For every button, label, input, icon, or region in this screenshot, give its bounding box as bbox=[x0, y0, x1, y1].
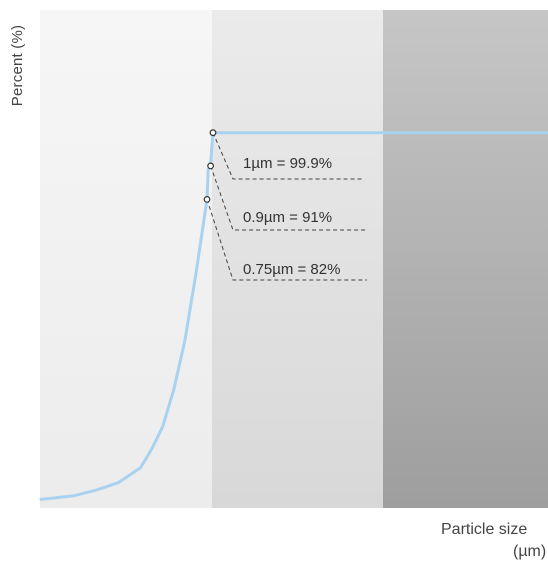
x-axis-label-text: Particle size bbox=[441, 521, 528, 538]
y-axis-label: Percent (%) bbox=[9, 24, 27, 106]
annotation-label: 0.75µm = 82% bbox=[243, 261, 340, 278]
annotation-label: 0.9µm = 91% bbox=[243, 209, 332, 226]
plot-band-1 bbox=[40, 10, 212, 508]
data-point-marker bbox=[209, 129, 217, 137]
annotation-leader bbox=[210, 165, 366, 231]
x-axis-unit: (µm) bbox=[513, 543, 547, 560]
annotation-leader bbox=[212, 132, 363, 180]
x-axis-label: Particle size (µm) bbox=[441, 519, 546, 563]
plot-band-2 bbox=[212, 10, 383, 508]
plot-band-3 bbox=[383, 10, 548, 508]
annotation-leader bbox=[206, 199, 367, 281]
series-line bbox=[39, 131, 548, 501]
annotation-label: 1µm = 99.9% bbox=[243, 155, 332, 172]
data-point-marker bbox=[207, 162, 215, 170]
data-point-marker bbox=[203, 195, 211, 203]
